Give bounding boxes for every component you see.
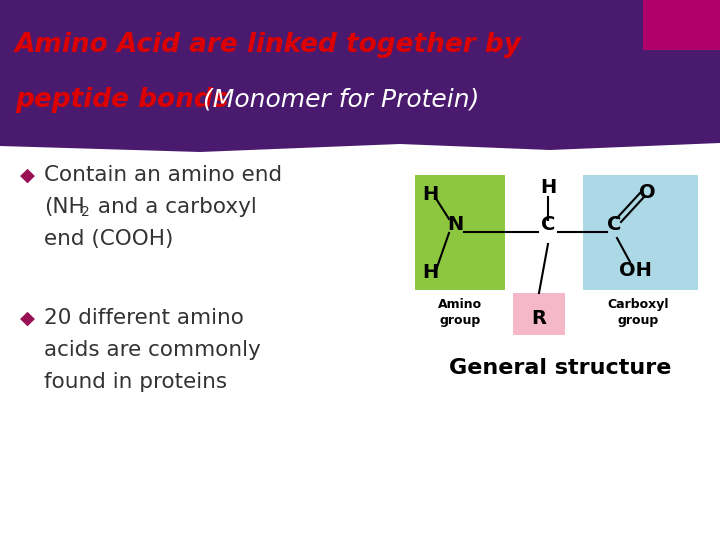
Bar (513, 293, 565, 335)
Text: (NH: (NH (44, 197, 85, 217)
Text: and a carboxyl: and a carboxyl (91, 197, 257, 217)
Text: ◆: ◆ (20, 165, 35, 185)
Polygon shape (0, 136, 720, 152)
Text: C: C (607, 215, 621, 234)
Text: peptide bonds: peptide bonds (15, 87, 228, 113)
Bar (643, 0, 720, 50)
Text: Carboxyl
group: Carboxyl group (607, 298, 669, 327)
Text: acids are commonly: acids are commonly (44, 340, 261, 360)
Text: end (COOH): end (COOH) (44, 229, 174, 249)
Text: N: N (447, 215, 463, 234)
Text: Contain an amino end: Contain an amino end (44, 165, 282, 185)
Text: (Monomer for Protein): (Monomer for Protein) (195, 88, 480, 112)
Text: C: C (541, 215, 555, 234)
Text: ◆: ◆ (20, 308, 35, 327)
Text: H: H (540, 178, 556, 197)
Text: OH: OH (618, 261, 652, 280)
Text: found in proteins: found in proteins (44, 372, 227, 392)
Text: O: O (639, 183, 655, 202)
Text: Amino Acid are linked together by: Amino Acid are linked together by (15, 32, 522, 58)
Text: 20 different amino: 20 different amino (44, 308, 244, 328)
Text: Amino
group: Amino group (438, 298, 482, 327)
Text: H: H (422, 263, 438, 282)
Text: 2: 2 (81, 205, 90, 219)
Bar (415, 175, 505, 290)
Bar (0, 0, 720, 138)
Text: H: H (422, 185, 438, 204)
Bar (583, 175, 698, 290)
Text: General structure: General structure (449, 358, 671, 378)
Text: R: R (531, 308, 546, 327)
